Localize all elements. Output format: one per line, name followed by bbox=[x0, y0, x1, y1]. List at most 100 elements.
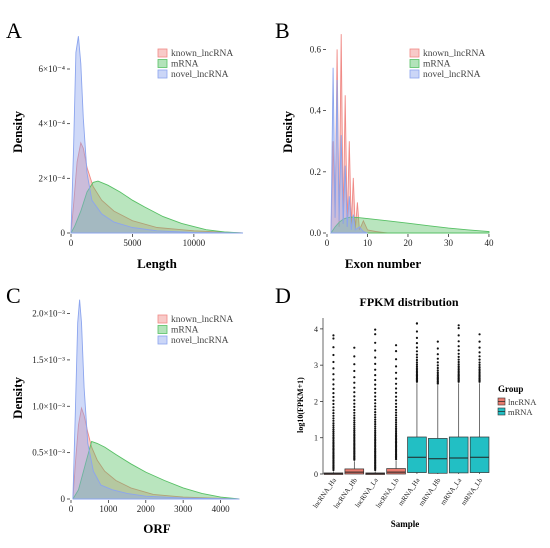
panel-letter-c: C bbox=[6, 283, 21, 308]
outlier-point bbox=[478, 361, 481, 364]
panel-letter-d: D bbox=[275, 283, 291, 308]
outlier-point bbox=[457, 370, 460, 373]
outlier-point bbox=[332, 442, 335, 445]
outlier-point bbox=[436, 366, 439, 370]
outlier-point bbox=[478, 371, 481, 374]
outlier-point bbox=[332, 426, 335, 429]
x-tick-label: 10 bbox=[363, 238, 373, 248]
outlier-point bbox=[394, 358, 398, 361]
y-tick-label: 1.0×10⁻³ bbox=[32, 401, 65, 411]
outlier-point bbox=[394, 408, 398, 411]
outlier-point bbox=[457, 334, 460, 337]
outlier-point bbox=[374, 420, 377, 423]
outlier-point bbox=[436, 361, 439, 364]
legend-label-known_lncRNA: known_lncRNA bbox=[171, 49, 233, 59]
outlier-point bbox=[332, 424, 335, 427]
box-lncRNA_Hb bbox=[344, 468, 365, 475]
x-tick-label: 5000 bbox=[123, 238, 142, 248]
outlier-point bbox=[353, 416, 356, 420]
outlier-point bbox=[374, 402, 377, 405]
outlier-point bbox=[436, 357, 439, 360]
outlier-point bbox=[394, 414, 398, 417]
outlier-point bbox=[415, 356, 419, 359]
outlier-point bbox=[374, 333, 377, 336]
outlier-point bbox=[353, 363, 356, 366]
outlier-point bbox=[353, 437, 356, 440]
panel-letter-b: B bbox=[275, 18, 290, 43]
legend-swatch-novel_lncRNA bbox=[409, 69, 420, 79]
outlier-point bbox=[374, 408, 377, 411]
outlier-point bbox=[374, 442, 377, 445]
outlier-point bbox=[332, 417, 335, 420]
legend-label-mRNA: mRNA bbox=[508, 407, 533, 417]
outlier-point bbox=[394, 395, 398, 398]
plot-a: 0 2×10⁻⁴ 4×10⁻⁴ 6×10⁻⁴ 0 5000 10000 bbox=[39, 36, 244, 248]
y-tick-label: 4 bbox=[314, 325, 318, 334]
y-tick-label: 4×10⁻⁴ bbox=[39, 119, 65, 129]
density-area-known_lncRNA bbox=[70, 141, 244, 234]
outlier-point bbox=[457, 352, 460, 355]
outlier-point bbox=[374, 341, 377, 344]
outlier-point bbox=[394, 434, 398, 437]
outlier-point bbox=[394, 391, 398, 394]
outlier-point bbox=[332, 430, 335, 433]
x-tick-label: mRNA_Lb bbox=[460, 476, 485, 507]
outlier-point bbox=[374, 416, 377, 419]
outlier-point bbox=[457, 345, 460, 348]
outlier-point bbox=[374, 328, 377, 331]
y-tick-label: 0.4 bbox=[310, 106, 322, 116]
outlier-point bbox=[415, 342, 419, 345]
outlier-point bbox=[332, 422, 335, 425]
outlier-point bbox=[478, 358, 481, 361]
density-area-novel_lncRNA bbox=[330, 67, 368, 234]
x-tick-label: 0 bbox=[69, 504, 74, 514]
outlier-point bbox=[478, 346, 481, 349]
outlier-point bbox=[394, 411, 398, 414]
outlier-point bbox=[332, 428, 335, 431]
outlier-point bbox=[457, 360, 460, 364]
box-mRNA_La bbox=[448, 436, 469, 474]
legend-label-novel_lncRNA: novel_lncRNA bbox=[423, 70, 481, 80]
outlier-point bbox=[332, 387, 335, 390]
outlier-point bbox=[332, 436, 335, 439]
outlier-point bbox=[394, 405, 398, 408]
y-tick-label: 0.2 bbox=[310, 167, 321, 177]
outlier-point bbox=[394, 387, 398, 390]
outlier-point bbox=[436, 347, 439, 350]
outlier-point bbox=[332, 402, 335, 406]
outlier-point bbox=[394, 418, 398, 422]
panel-d: D FPKM distribution log10(FPKM+1) Sample… bbox=[275, 283, 537, 529]
legend-label-lncRNA: lncRNA bbox=[508, 397, 537, 407]
outlier-point bbox=[332, 414, 335, 417]
outlier-point bbox=[374, 387, 377, 390]
outlier-point bbox=[374, 383, 377, 386]
outlier-point bbox=[436, 340, 439, 343]
outlier-point bbox=[394, 350, 398, 353]
y-axis-label-b: Density bbox=[280, 111, 295, 153]
outlier-point bbox=[374, 431, 377, 434]
outlier-point bbox=[374, 436, 377, 439]
legend-swatch-mRNA bbox=[409, 59, 420, 68]
outlier-point bbox=[332, 434, 335, 437]
panel-a: A Density Length 0 2×10⁻⁴ 4×10⁻⁴ 6×10⁻⁴ 0 500… bbox=[6, 18, 244, 271]
legend-swatch-mRNA bbox=[157, 59, 168, 68]
x-axis-label-b: Exon number bbox=[345, 256, 421, 271]
legend-label-mRNA: mRNA bbox=[171, 326, 199, 336]
x-axis-label-d: Sample bbox=[391, 519, 420, 529]
y-tick-label: 2×10⁻⁴ bbox=[39, 173, 65, 183]
outlier-point bbox=[457, 349, 460, 352]
density-area-mRNA bbox=[330, 216, 490, 234]
x-axis-label-c: ORF bbox=[143, 521, 171, 536]
legend-swatch-mRNA bbox=[157, 325, 168, 334]
outlier-point bbox=[415, 353, 419, 356]
outlier-point bbox=[415, 346, 419, 349]
outlier-point bbox=[457, 324, 460, 327]
outlier-point bbox=[374, 439, 377, 442]
y-axis-label-d: log10(FPKM+1) bbox=[296, 377, 305, 433]
outlier-point bbox=[478, 363, 481, 366]
outlier-point bbox=[394, 365, 398, 368]
outlier-point bbox=[332, 399, 335, 402]
outlier-point bbox=[478, 351, 481, 354]
